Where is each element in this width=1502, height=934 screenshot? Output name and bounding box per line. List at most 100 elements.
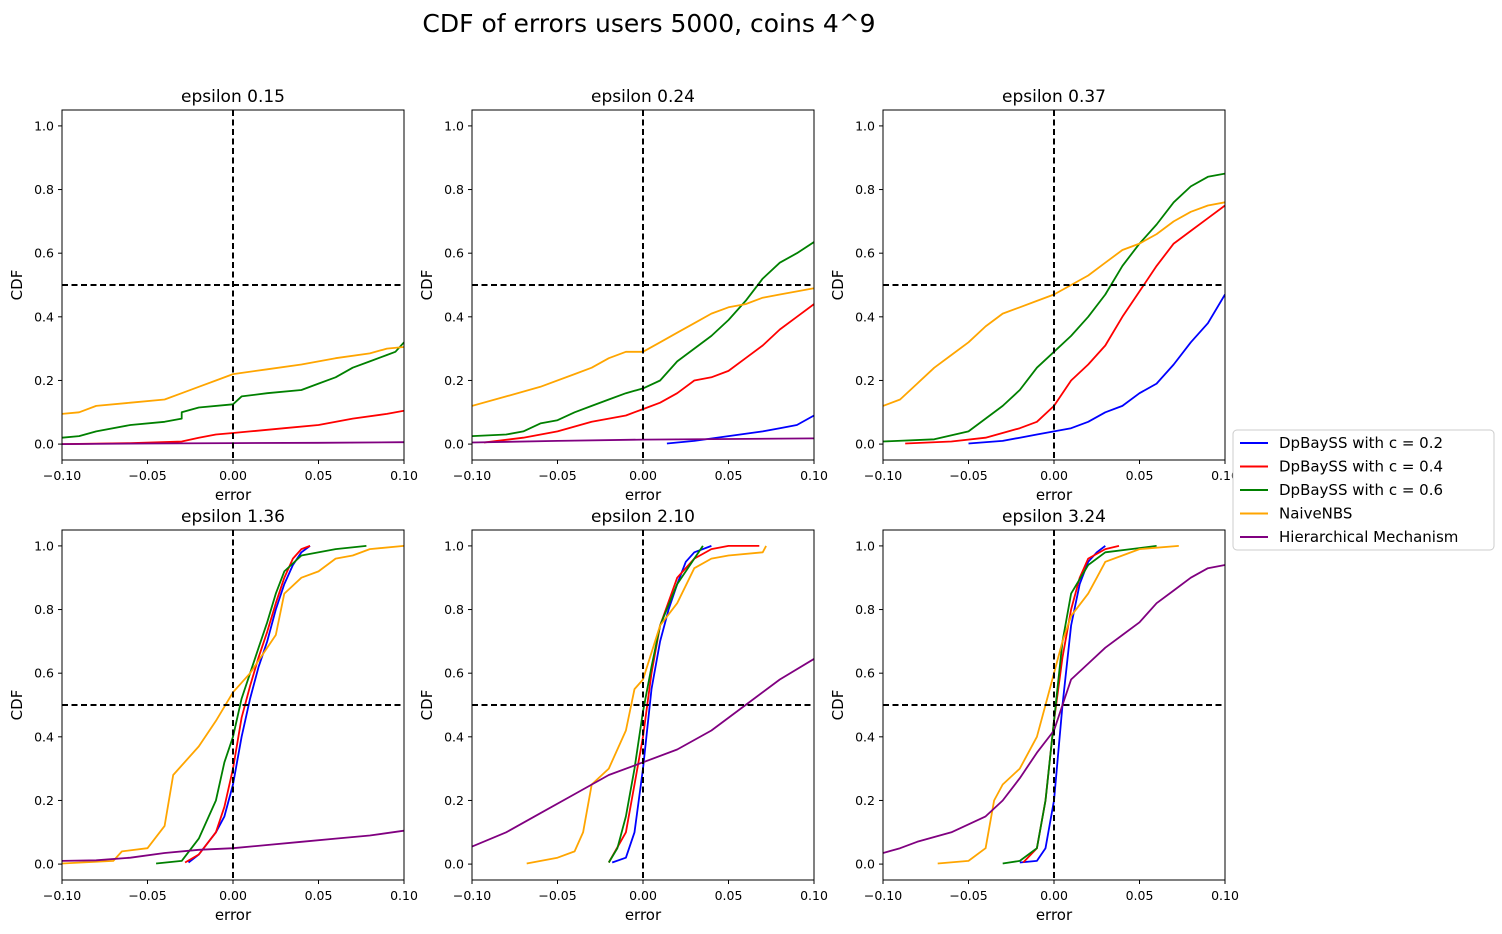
subplot-title: epsilon 0.15 (181, 87, 285, 107)
series-line-hierarchical-mechanism (883, 564, 1225, 854)
x-tick-label: −0.05 (949, 468, 987, 483)
y-axis-label: CDF (829, 690, 847, 721)
y-tick-label: 0.0 (34, 437, 54, 452)
series-line-naivenbs (526, 545, 767, 865)
y-tick-label: 0.6 (34, 666, 54, 681)
subplot-1: −0.10 −0.05 0.00 0.05 0.10 0.0 0.2 0.4 0.6 0.8 1.0… (8, 87, 418, 504)
series-group (472, 241, 814, 445)
y-tick-label: 0.0 (34, 857, 54, 872)
x-tick-label: 0.05 (1126, 468, 1154, 483)
series-line-dpbayss-with-c-0-6 (62, 341, 404, 439)
x-tick-label: 0.05 (305, 888, 333, 903)
x-tick-label: 0.00 (1040, 888, 1068, 903)
y-tick-label: 0.8 (855, 182, 875, 197)
y-tick-label: 0.2 (34, 793, 54, 808)
legend-label: DpBaySS with c = 0.4 (1279, 458, 1443, 476)
x-tick-label: 0.00 (629, 468, 657, 483)
y-tick-label: 1.0 (444, 118, 464, 133)
y-tick-label: 0.2 (855, 373, 875, 388)
x-axis-label: error (215, 486, 252, 504)
series-line-dpbayss-with-c-0-4 (905, 204, 1225, 445)
series-line-naivenbs (472, 287, 814, 407)
y-tick-label: 0.8 (444, 602, 464, 617)
y-tick-label: 0.0 (444, 857, 464, 872)
x-tick-label: 0.00 (219, 468, 247, 483)
series-group (62, 341, 404, 445)
x-tick-label: 0.05 (1126, 888, 1154, 903)
y-tick-label: 0.8 (34, 602, 54, 617)
series-line-naivenbs (62, 346, 404, 415)
x-tick-label: 0.10 (800, 468, 828, 483)
x-axis-label: error (1036, 486, 1073, 504)
y-tick-label: 0.2 (444, 793, 464, 808)
series-line-dpbayss-with-c-0-4 (483, 303, 814, 444)
x-axis-label: error (1036, 906, 1073, 924)
y-tick-label: 0.6 (444, 666, 464, 681)
y-axis-label: CDF (8, 690, 26, 721)
subplot-grid: −0.10 −0.05 0.00 0.05 0.10 0.0 0.2 0.4 0.6 0.8 1.0… (8, 87, 1239, 924)
x-tick-label: −0.05 (538, 888, 576, 903)
series-line-dpbayss-with-c-0-4 (62, 409, 404, 445)
x-tick-label: −0.10 (43, 468, 81, 483)
legend-label: DpBaySS with c = 0.2 (1279, 434, 1443, 452)
subplot-4: −0.10 −0.05 0.00 0.05 0.10 0.0 0.2 0.4 0.6 0.8 1.0… (8, 507, 418, 924)
x-tick-label: 0.00 (219, 888, 247, 903)
x-tick-label: 0.05 (715, 888, 743, 903)
y-tick-label: 1.0 (34, 538, 54, 553)
y-axis-label: CDF (8, 270, 26, 301)
x-tick-label: −0.05 (128, 468, 166, 483)
subplot-title: epsilon 0.37 (1002, 87, 1106, 107)
x-tick-label: 0.00 (629, 888, 657, 903)
x-tick-label: −0.05 (538, 468, 576, 483)
y-tick-label: 0.4 (34, 309, 54, 324)
x-tick-label: −0.10 (864, 468, 902, 483)
y-tick-label: 0.4 (855, 729, 875, 744)
series-line-hierarchical-mechanism (472, 437, 814, 444)
subplot-title: epsilon 2.10 (591, 507, 695, 527)
subplot-6: −0.10 −0.05 0.00 0.05 0.10 0.0 0.2 0.4 0.6 0.8 1.0… (829, 507, 1239, 924)
x-tick-label: −0.10 (453, 468, 491, 483)
y-tick-label: 0.2 (444, 373, 464, 388)
subplot-5: −0.10 −0.05 0.00 0.05 0.10 0.0 0.2 0.4 0.6 0.8 1.0… (418, 507, 828, 924)
x-axis-label: error (625, 906, 662, 924)
series-line-dpbayss-with-c-0-6 (608, 545, 704, 863)
y-tick-label: 0.6 (855, 246, 875, 261)
x-tick-label: 0.10 (390, 468, 418, 483)
y-tick-label: 0.8 (444, 182, 464, 197)
figure-title: CDF of errors users 5000, coins 4^9 (422, 9, 875, 38)
y-tick-label: 1.0 (444, 538, 464, 553)
y-tick-label: 0.6 (855, 666, 875, 681)
y-axis-label: CDF (418, 270, 436, 301)
subplot-title: epsilon 1.36 (181, 507, 285, 527)
y-tick-label: 0.2 (34, 373, 54, 388)
y-tick-label: 0.4 (444, 309, 464, 324)
series-line-dpbayss-with-c-0-6 (883, 172, 1225, 443)
y-tick-label: 0.0 (855, 857, 875, 872)
subplot-2: −0.10 −0.05 0.00 0.05 0.10 0.0 0.2 0.4 0.6 0.8 1.0… (418, 87, 828, 504)
y-tick-label: 1.0 (855, 118, 875, 133)
series-line-naivenbs (62, 545, 404, 865)
y-tick-label: 0.4 (34, 729, 54, 744)
y-tick-label: 0.0 (444, 437, 464, 452)
x-tick-label: 0.10 (390, 888, 418, 903)
y-tick-label: 0.2 (855, 793, 875, 808)
series-line-dpbayss-with-c-0-2 (968, 294, 1225, 445)
x-tick-label: 0.00 (1040, 468, 1068, 483)
series-line-dpbayss-with-c-0-2 (666, 414, 814, 445)
y-tick-label: 0.0 (855, 437, 875, 452)
y-axis-label: CDF (829, 270, 847, 301)
x-tick-label: −0.05 (128, 888, 166, 903)
y-tick-label: 0.8 (855, 602, 875, 617)
series-line-dpbayss-with-c-0-6 (472, 241, 814, 437)
x-tick-label: −0.10 (453, 888, 491, 903)
x-axis-label: error (215, 906, 252, 924)
series-group (883, 172, 1225, 445)
subplot-title: epsilon 3.24 (1002, 507, 1106, 527)
x-tick-label: 0.05 (305, 468, 333, 483)
y-tick-label: 1.0 (34, 118, 54, 133)
legend-label: Hierarchical Mechanism (1279, 528, 1458, 546)
legend-label: NaiveNBS (1279, 505, 1352, 523)
legend: DpBaySS with c = 0.2 DpBaySS with c = 0.4… (1232, 429, 1495, 551)
x-tick-label: −0.10 (43, 888, 81, 903)
